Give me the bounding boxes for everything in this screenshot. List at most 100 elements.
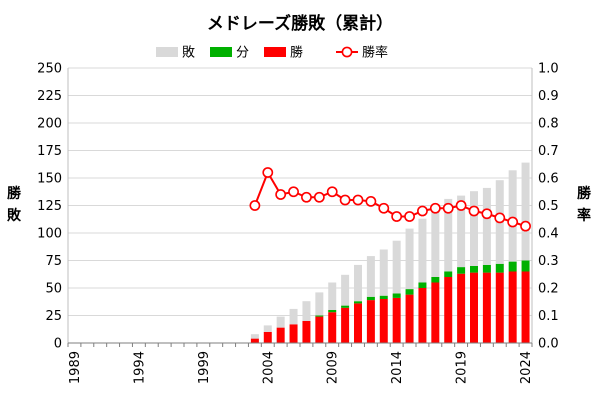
bar-segment (482, 272, 491, 343)
y-axis-right-title: 勝率 (577, 185, 592, 224)
y2-axis-title-char: 率 (577, 207, 591, 224)
bar-segment (405, 228, 414, 290)
y-axis-left-ticks: 0 25 50 75 100 125 150 175 200 225 250 (37, 62, 62, 352)
bar-segment (418, 282, 427, 288)
win-rate-marker (326, 186, 338, 198)
bar-segment (341, 274, 350, 306)
bar-segment (508, 271, 517, 343)
win-rate-marker (391, 211, 403, 222)
bar-segment (263, 325, 272, 332)
win-rate-marker (520, 220, 531, 232)
bar-segment (457, 195, 466, 268)
bar-segment (521, 271, 530, 343)
legend-label: 敗 (182, 46, 195, 61)
axes (67, 68, 533, 347)
bar-segment (276, 327, 285, 343)
win-rate-marker (339, 194, 351, 206)
y-axis-title-char: 敗 (7, 207, 22, 224)
bar-segment (315, 292, 324, 316)
bar-segment (302, 321, 311, 343)
bar-segment (289, 324, 298, 343)
win-rate-marker (468, 205, 480, 217)
y-tick-label: 150 (37, 172, 62, 187)
bar-segment (431, 208, 440, 277)
win-rate-marker (275, 189, 287, 200)
bar-segment (495, 272, 504, 343)
bar-segment (482, 264, 491, 273)
y-axis-right-ticks: 0.0 0.1 0.2 0.3 0.4 0.5 0.6 0.7 0.8 0.9 1.0 (538, 62, 559, 352)
bar-segment (444, 271, 453, 277)
y-tick-label: 250 (37, 62, 62, 77)
x-tick-label: 2004 (261, 351, 276, 384)
bar-segment (250, 334, 259, 339)
x-tick-label: 1994 (132, 351, 147, 384)
bar-segment (495, 263, 504, 273)
win-rate-marker (404, 211, 415, 222)
y-tick-label: 200 (37, 117, 62, 132)
bar-segment (366, 300, 375, 343)
win-rate-marker (417, 205, 428, 217)
x-tick-label: 2014 (390, 351, 405, 384)
y-tick-label: 100 (37, 227, 62, 242)
legend-label: 分 (236, 46, 249, 61)
y-tick-label: 225 (37, 89, 62, 104)
bar-segment (366, 256, 375, 297)
win-rate-marker (455, 200, 467, 211)
bar-segment (392, 297, 401, 343)
bar-segment (457, 273, 466, 343)
y-axis-title-char: 勝 (7, 185, 22, 202)
y2-tick-label: 0.2 (538, 282, 559, 297)
x-axis-ticks: 1989 1994 1999 2004 2009 2014 2019 2024 (68, 351, 534, 384)
bar-segment (328, 310, 337, 313)
win-rate-marker (262, 167, 274, 178)
bar-segment (328, 282, 337, 310)
bar-segment (392, 293, 401, 298)
bar-segment (354, 301, 362, 304)
bar-segment (521, 260, 530, 272)
bar-segment (418, 218, 427, 283)
x-tick-label: 2009 (326, 351, 341, 384)
y2-tick-label: 0.8 (538, 117, 559, 132)
y2-tick-label: 1.0 (538, 62, 559, 77)
bar-segment (508, 261, 517, 272)
bar-segment (431, 282, 440, 343)
bar-segment (315, 315, 324, 317)
bar-segment (379, 295, 388, 299)
win-rate-marker (481, 208, 493, 220)
win-rate-marker (429, 202, 441, 214)
y2-tick-label: 0.7 (538, 144, 559, 159)
y-tick-label: 25 (45, 309, 62, 324)
bar-segment (444, 277, 453, 343)
legend: 敗 分 勝 勝率 (156, 45, 388, 61)
bar-segment (431, 277, 440, 283)
x-tick-label: 2019 (455, 351, 470, 384)
bar-segment (341, 307, 350, 343)
win-rate-marker (249, 200, 261, 211)
legend-swatch (264, 47, 286, 57)
y2-tick-label: 0.1 (538, 309, 559, 324)
bar-segment (379, 299, 388, 343)
win-rate-marker (301, 191, 312, 203)
bar-segment (392, 240, 401, 294)
bar-segment (341, 305, 350, 308)
bar-segment (263, 332, 272, 343)
x-tick-label: 1989 (68, 351, 83, 384)
bar-segment (521, 162, 530, 261)
y-tick-label: 175 (37, 144, 62, 159)
legend-label: 勝率 (362, 45, 388, 61)
bar-segment (482, 187, 491, 265)
bar-segment (418, 288, 427, 343)
y-tick-label: 75 (45, 254, 62, 269)
win-rate-marker (494, 212, 506, 224)
bar-segment (405, 289, 414, 295)
bar-segment (470, 266, 478, 273)
y2-tick-label: 0.6 (538, 172, 559, 187)
win-rate-marker (313, 191, 325, 203)
win-rate-marker (378, 202, 390, 214)
y2-tick-label: 0.9 (538, 89, 559, 104)
win-rate-marker (288, 186, 299, 198)
y2-tick-label: 0.3 (538, 254, 559, 269)
y2-tick-label: 0.0 (538, 337, 559, 352)
bar-segment (354, 303, 362, 343)
